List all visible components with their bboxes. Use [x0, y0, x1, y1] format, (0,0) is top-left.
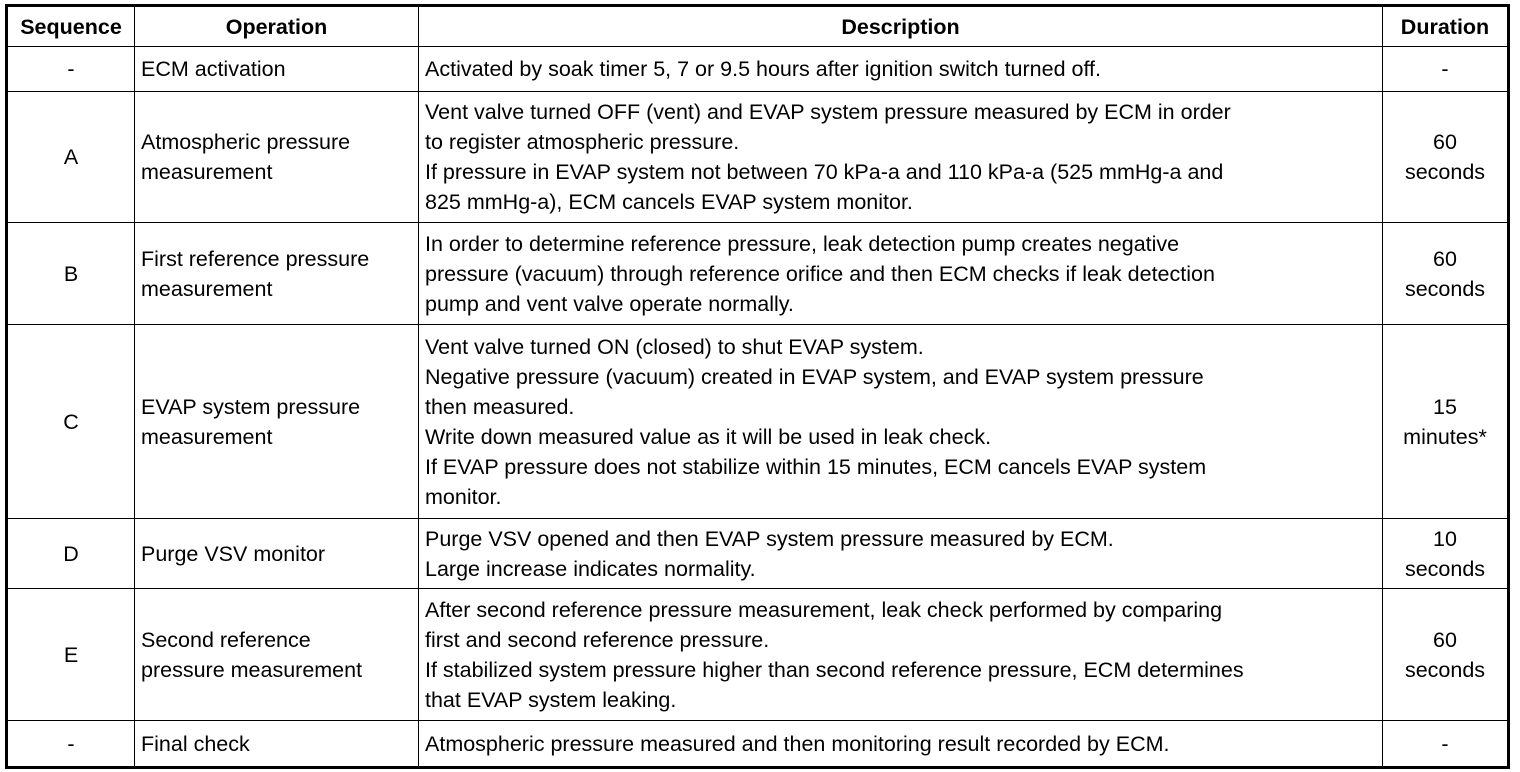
table-row: - ECM activation Activated by soak timer 5…	[6, 46, 1509, 92]
header-sequence: Sequence	[6, 5, 135, 47]
sequence-cell: A	[6, 91, 135, 223]
duration-cell-line: 15	[1433, 394, 1457, 419]
duration-cell-line: seconds	[1404, 657, 1486, 682]
description-cell-line: In order to determine reference pressure…	[425, 231, 1180, 256]
sequence-cell: -	[6, 720, 135, 768]
operation-cell-line: measurement	[141, 276, 273, 301]
duration-cell-line: seconds	[1404, 276, 1486, 301]
description-cell-line: pump and vent valve operate normally.	[425, 291, 794, 316]
description-cell-line: If EVAP pressure does not stabilize with…	[425, 454, 1207, 479]
description-cell-line: Atmospheric pressure measured and then m…	[425, 731, 1170, 756]
description-cell: Atmospheric pressure measured and then m…	[418, 720, 1383, 768]
evap-monitor-sequence-table: Sequence Operation Description Duration …	[5, 4, 1510, 769]
description-cell-line: Activated by soak timer 5, 7 or 9.5 hour…	[425, 57, 1102, 81]
table-row: A Atmospheric pressure measurement Vent val…	[6, 91, 1509, 223]
description-cell-line: Vent valve turned ON (closed) to shut EV…	[425, 334, 924, 359]
description-cell-line: that EVAP system leaking.	[425, 687, 677, 712]
duration-cell-line: 60	[1433, 627, 1457, 652]
header-description: Description	[418, 5, 1383, 47]
sequence-cell: E	[6, 588, 135, 721]
duration-cell-line: 60	[1433, 130, 1457, 154]
description-cell-line: to register atmospheric pressure.	[425, 130, 740, 154]
description-cell-line: If stabilized system pressure higher tha…	[425, 657, 1244, 682]
operation-cell-line: measurement	[141, 160, 273, 184]
description-cell-line: then measured.	[425, 394, 575, 419]
sequence-cell: B	[6, 222, 135, 325]
operation-cell-line: EVAP system pressure	[141, 394, 361, 419]
duration-cell: 60 seconds	[1382, 91, 1509, 223]
duration-cell: 60 seconds	[1382, 588, 1509, 721]
table-row: B First reference pressure measurement In o…	[6, 222, 1509, 325]
description-cell-line: pressure (vacuum) through reference orif…	[425, 261, 1215, 286]
description-cell: After second reference pressure measurem…	[418, 588, 1383, 721]
operation-cell-line: Purge VSV monitor	[141, 541, 326, 566]
operation-cell-line: First reference pressure	[141, 246, 370, 271]
operation-cell-line: ECM activation	[141, 57, 286, 81]
table-row: C EVAP system pressure measurement Vent val…	[6, 324, 1509, 519]
operation-cell: Purge VSV monitor	[134, 518, 419, 589]
description-cell-line: After second reference pressure measurem…	[425, 597, 1223, 622]
description-cell-line: Negative pressure (vacuum) created in EV…	[425, 364, 1204, 389]
sequence-cell: -	[6, 46, 135, 92]
table-row: D Purge VSV monitor Purge VSV opened and t…	[6, 518, 1509, 589]
description-cell-line: Purge VSV opened and then EVAP system pr…	[425, 526, 1114, 551]
operation-cell-line: Atmospheric pressure	[141, 130, 351, 154]
duration-cell-line: seconds	[1404, 556, 1486, 581]
description-cell-line: 825 mmHg-a), ECM cancels EVAP system mon…	[425, 190, 913, 214]
sequence-cell: C	[6, 324, 135, 519]
header-duration: Duration	[1382, 5, 1509, 47]
operation-cell: Second reference pressure measurement	[134, 588, 419, 721]
description-cell-line: first and second reference pressure.	[425, 627, 770, 652]
duration-cell-line: seconds	[1404, 160, 1486, 184]
duration-cell-line: -	[1441, 57, 1449, 81]
duration-cell-line: 10	[1433, 526, 1457, 551]
description-cell: Purge VSV opened and then EVAP system pr…	[418, 518, 1383, 589]
header-row: Sequence Operation Description Duration	[6, 5, 1509, 47]
description-cell-line: Vent valve turned OFF (vent) and EVAP sy…	[425, 100, 1231, 124]
operation-cell-line: pressure measurement	[141, 657, 363, 682]
duration-cell: -	[1382, 46, 1509, 92]
description-cell-line: monitor.	[425, 484, 502, 509]
duration-cell: -	[1382, 720, 1509, 768]
description-cell: Activated by soak timer 5, 7 or 9.5 hour…	[418, 46, 1383, 92]
operation-cell: Final check	[134, 720, 419, 768]
duration-cell-line: -	[1441, 731, 1449, 756]
table-row: - Final check Atmospheric pressure measure…	[6, 720, 1509, 768]
operation-cell-line: measurement	[141, 424, 273, 449]
duration-cell-line: minutes*	[1403, 424, 1487, 449]
table-row: E Second reference pressure measurement Aft…	[6, 588, 1509, 721]
operation-cell: EVAP system pressure measurement	[134, 324, 419, 519]
sequence-cell: D	[6, 518, 135, 589]
duration-cell: 10 seconds	[1382, 518, 1509, 589]
header-operation: Operation	[134, 5, 419, 47]
description-cell-line: Write down measured value as it will be …	[425, 424, 992, 449]
description-cell-line: If pressure in EVAP system not between 7…	[425, 160, 1224, 184]
description-cell: In order to determine reference pressure…	[418, 222, 1383, 325]
operation-cell: First reference pressure measurement	[134, 222, 419, 325]
operation-cell-line: Final check	[141, 731, 250, 756]
operation-cell-line: Second reference	[141, 627, 311, 652]
duration-cell: 60 seconds	[1382, 222, 1509, 325]
description-cell-line: Large increase indicates normality.	[425, 556, 756, 581]
description-cell: Vent valve turned OFF (vent) and EVAP sy…	[418, 91, 1383, 223]
duration-cell-line: 60	[1433, 246, 1457, 271]
description-cell: Vent valve turned ON (closed) to shut EV…	[418, 324, 1383, 519]
operation-cell: Atmospheric pressure measurement	[134, 91, 419, 223]
operation-cell: ECM activation	[134, 46, 419, 92]
duration-cell: 15 minutes*	[1382, 324, 1509, 519]
